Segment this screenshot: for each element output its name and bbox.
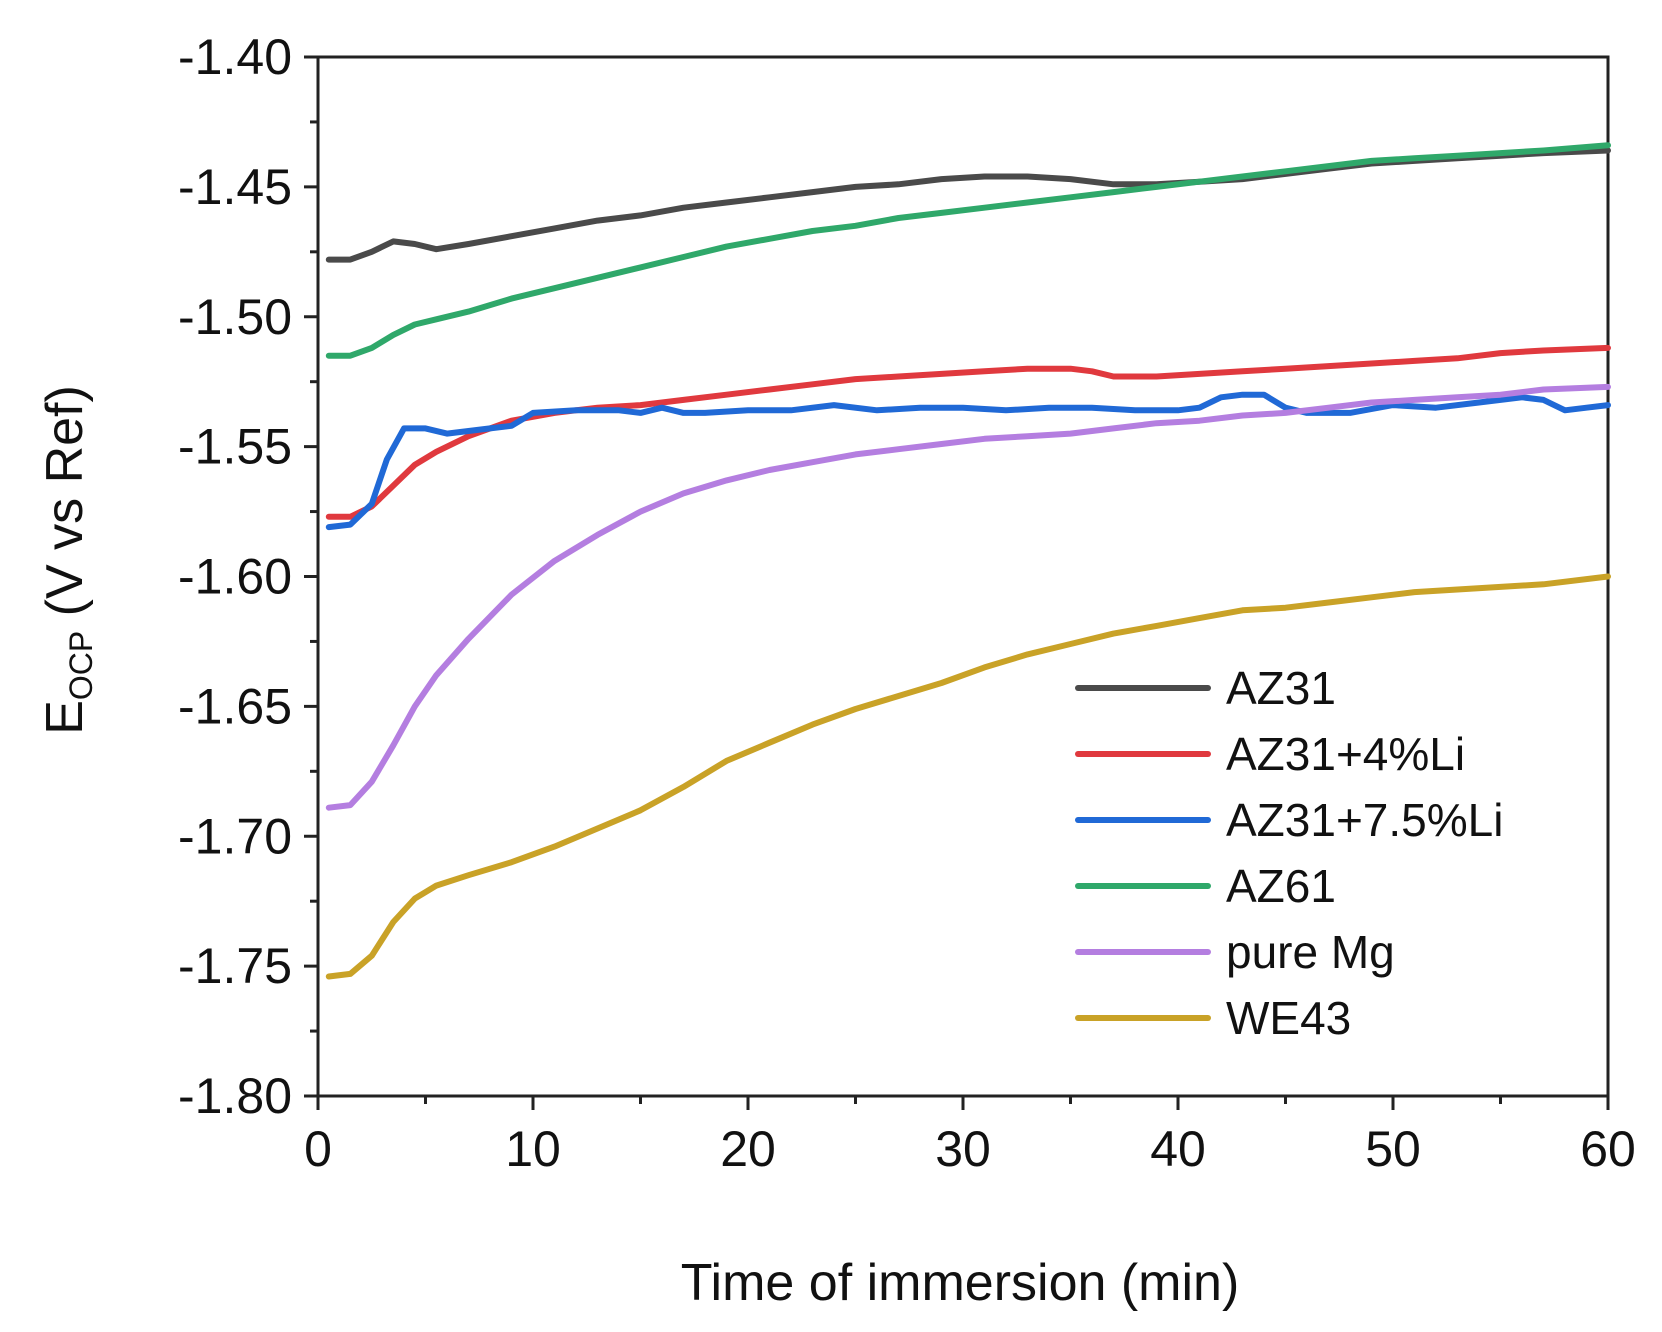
series-lines bbox=[325, 142, 1611, 980]
series-line-az61 bbox=[325, 142, 1611, 359]
legend-label-az31: AZ31 bbox=[1226, 662, 1336, 714]
y-tick-label: -1.40 bbox=[178, 29, 292, 85]
y-tick-label: -1.70 bbox=[178, 808, 292, 864]
minor-ticks bbox=[310, 120, 1502, 1104]
legend-label-pure-mg: pure Mg bbox=[1226, 926, 1395, 978]
x-axis-title: Time of immersion (min) bbox=[681, 1254, 1240, 1312]
legend-label-az61: AZ61 bbox=[1226, 860, 1336, 912]
y-tick-label: -1.75 bbox=[178, 938, 292, 994]
y-axis-title-main: E bbox=[36, 700, 94, 735]
series-line-az31-7-5-li bbox=[325, 391, 1611, 531]
y-tick-label: -1.60 bbox=[178, 549, 292, 605]
x-tick-label: 40 bbox=[1150, 1121, 1206, 1177]
y-tick-label: -1.45 bbox=[178, 159, 292, 215]
y-axis-title: EOCP (V vs Ref) bbox=[36, 385, 99, 735]
series-line-pure-mg bbox=[325, 383, 1611, 811]
legend-label-az31-4-li: AZ31+4%Li bbox=[1226, 728, 1465, 780]
series-line-az31-4-li bbox=[325, 344, 1611, 520]
legend: AZ31 AZ31+4%Li AZ31+7.5%Li AZ61 pure Mg WE43 bbox=[1075, 662, 1503, 1044]
x-tick-label: 50 bbox=[1365, 1121, 1421, 1177]
legend-label-we43: WE43 bbox=[1226, 992, 1351, 1044]
x-tick-label: 10 bbox=[505, 1121, 561, 1177]
y-tick-label: -1.55 bbox=[178, 419, 292, 475]
x-tick-label: 60 bbox=[1580, 1121, 1636, 1177]
series-line-az31 bbox=[325, 147, 1611, 263]
y-axis-title-rest: (V vs Ref) bbox=[36, 385, 94, 631]
legend-label-az31-7-5-li: AZ31+7.5%Li bbox=[1226, 794, 1503, 846]
x-tick-label: 20 bbox=[720, 1121, 776, 1177]
y-axis-title-subscript: OCP bbox=[63, 631, 99, 700]
series-line-we43 bbox=[325, 573, 1611, 980]
x-tick-label: 0 bbox=[304, 1121, 332, 1177]
y-tick-label: -1.80 bbox=[178, 1068, 292, 1124]
x-axis-ticks: 0 10 20 30 40 50 60 bbox=[304, 1096, 1636, 1177]
x-tick-label: 30 bbox=[935, 1121, 991, 1177]
y-tick-label: -1.65 bbox=[178, 678, 292, 734]
y-axis-ticks: -1.40 -1.45 -1.50 -1.55 -1.60 -1.65 -1.70 -1.75… bbox=[178, 29, 318, 1124]
y-tick-label: -1.50 bbox=[178, 289, 292, 345]
